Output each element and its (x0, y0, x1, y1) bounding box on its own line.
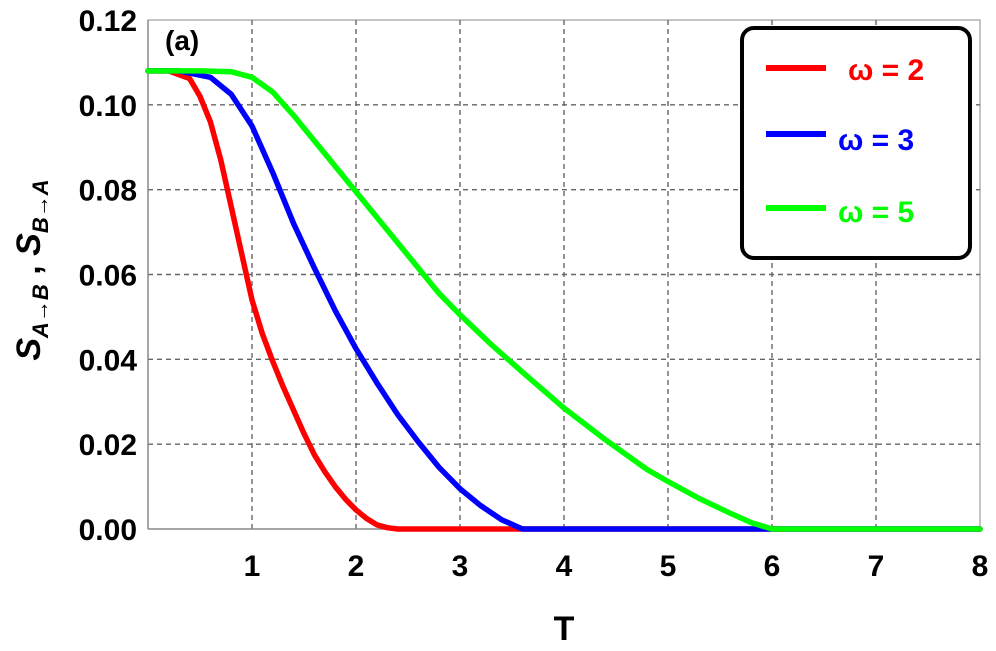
y-tick-label-3: 0.04 (79, 344, 138, 377)
legend-box (740, 26, 972, 260)
tick-labels: 1 2 3 4 5 6 7 8 0.00 0.02 0.04 0.06 0.08 0.10 0.12 (79, 5, 989, 583)
x-tick-label-3: 3 (452, 550, 469, 583)
y-tick-label-4: 0.06 (79, 260, 137, 293)
y-tick-label-5: 0.08 (79, 175, 137, 208)
x-axis-title: T (554, 610, 575, 648)
x-tick-label-6: 6 (764, 550, 781, 583)
series-lines (145, 68, 983, 532)
x-tick-label-1: 1 (244, 550, 261, 583)
x-tick-label-8: 8 (972, 550, 989, 583)
y-tick-label-1: 0.00 (79, 514, 137, 547)
x-tick-label-2: 2 (348, 550, 365, 583)
y-tick-label-7: 0.12 (79, 5, 137, 38)
series-line-3 (145, 68, 983, 532)
series-line-2 (145, 68, 983, 532)
legend-label-omega-5: ω = 5 (838, 196, 914, 229)
x-tick-label-5: 5 (660, 550, 677, 583)
y-axis-title-sep: , (10, 256, 48, 284)
legend: ω = 2 ω = 3 ω = 5 (740, 26, 972, 260)
x-tick-label-7: 7 (868, 550, 885, 583)
y-axis-title-sub1: A→B (28, 284, 53, 339)
y-tick-label-2: 0.02 (79, 429, 137, 462)
series-line-1 (145, 68, 983, 532)
y-tick-label-6: 0.10 (79, 90, 137, 123)
x-tick-label-4: 4 (556, 550, 573, 583)
panel-label: (a) (165, 25, 199, 56)
y-axis-title-sub2: B→A (28, 179, 53, 233)
y-axis-title: SA→B , SB→A (10, 179, 53, 360)
legend-label-omega-2: ω = 2 (848, 54, 924, 87)
y-axis-title-s2: S (10, 233, 48, 256)
y-axis-title-s1: S (10, 338, 48, 361)
legend-label-omega-3: ω = 3 (838, 124, 914, 157)
